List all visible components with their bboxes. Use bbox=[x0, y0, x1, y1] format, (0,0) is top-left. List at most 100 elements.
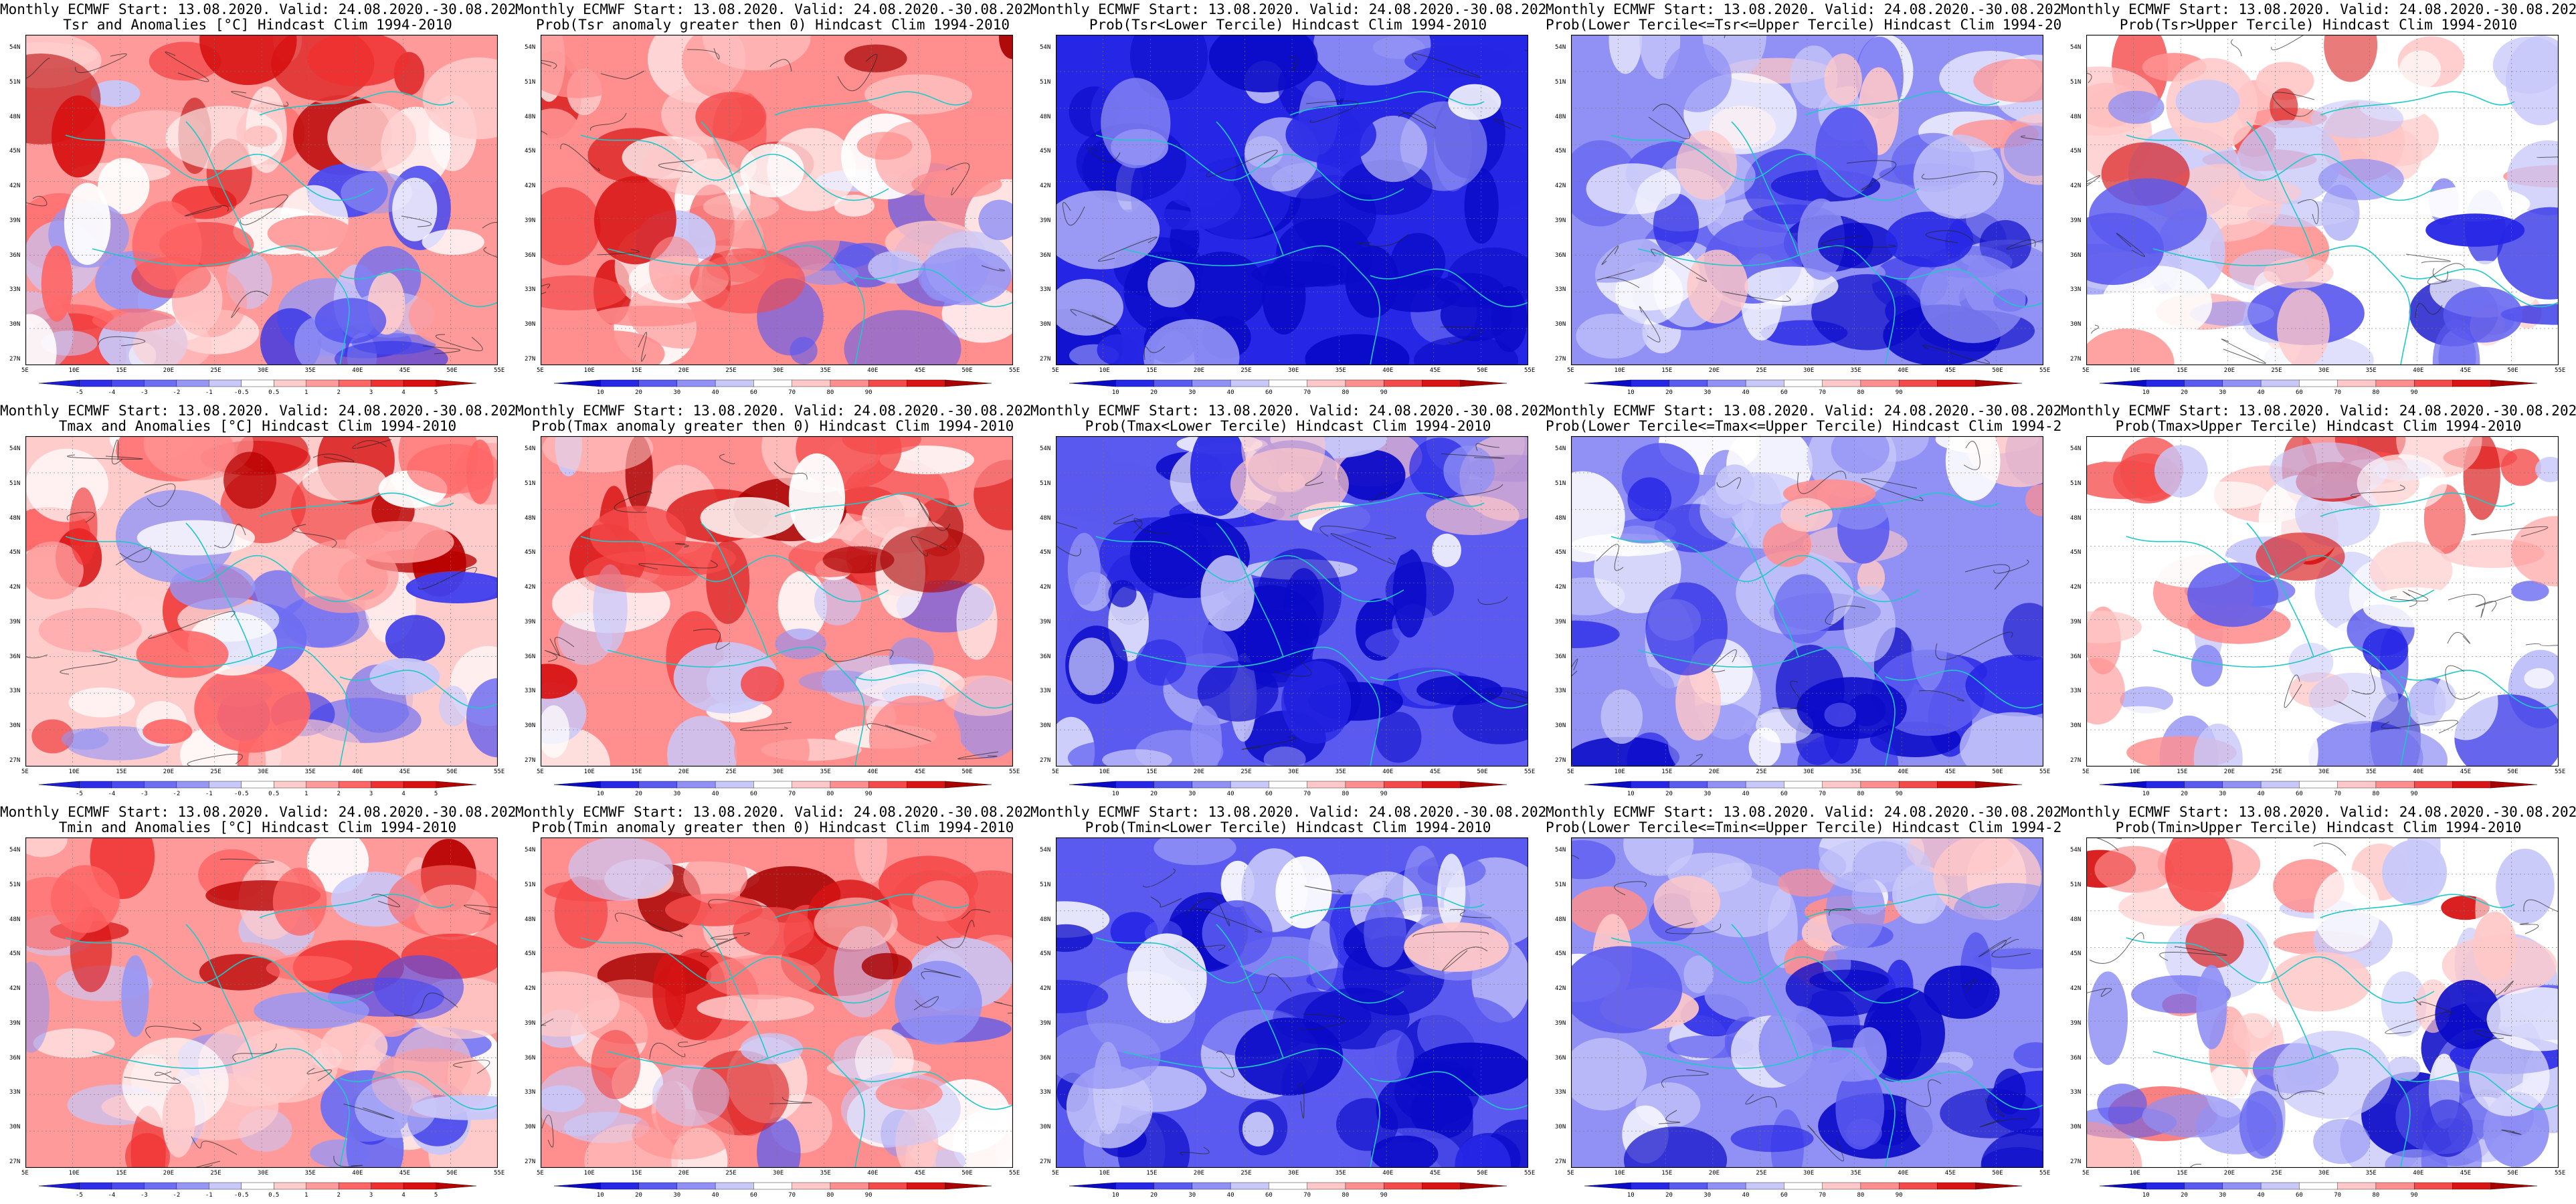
colorbar-segment bbox=[436, 781, 477, 789]
colorbar-tick-label: 1 bbox=[304, 791, 308, 797]
field-blob bbox=[1455, 1135, 1511, 1168]
forecast-map bbox=[1571, 436, 2043, 767]
contour-line bbox=[482, 222, 498, 229]
colorbar-segment bbox=[1069, 379, 1116, 387]
colorbar-tick-label: 10 bbox=[597, 791, 604, 797]
field-blob bbox=[1410, 1042, 1528, 1096]
longitude-label: 5E bbox=[537, 1170, 544, 1177]
colorbar-segment bbox=[1345, 1182, 1384, 1190]
longitude-label: 15E bbox=[631, 367, 642, 374]
field-blob bbox=[1571, 840, 1616, 880]
contour-line bbox=[1305, 100, 1359, 123]
contour-line bbox=[2413, 997, 2455, 1014]
latitude-label: 30N bbox=[1040, 1124, 1051, 1131]
longitude-label: 10E bbox=[1099, 367, 1110, 374]
colorbar-segment bbox=[1230, 781, 1270, 789]
longitude-label: 35E bbox=[1335, 1170, 1346, 1177]
coastline bbox=[607, 1047, 865, 1168]
longitude-label: 35E bbox=[304, 769, 316, 775]
latitude-label: 30N bbox=[1040, 321, 1051, 328]
map-canvas bbox=[1056, 837, 1528, 1168]
coastline bbox=[2246, 924, 2314, 1059]
colorbar-segment bbox=[553, 1182, 601, 1190]
colorbar-segment bbox=[2099, 781, 2146, 789]
contour-line bbox=[393, 992, 458, 1017]
latitude-label: 42N bbox=[2070, 584, 2082, 591]
coastline bbox=[2320, 91, 2515, 116]
field-blob bbox=[1973, 948, 2043, 970]
contour-line bbox=[1142, 868, 1176, 888]
latitude-label: 30N bbox=[9, 722, 21, 730]
longitude-label: 30E bbox=[258, 1170, 269, 1177]
longitude-label: 15E bbox=[2177, 769, 2188, 775]
map-canvas bbox=[25, 436, 498, 767]
colorbar-tick-label: 70 bbox=[2334, 389, 2341, 396]
colorbar: -5 -4 -3 -2 -1 -0.5 0.5 1 2 3 4 5 bbox=[33, 780, 482, 800]
field-blob bbox=[1758, 1005, 1832, 1087]
colorbar-segment bbox=[830, 1182, 869, 1190]
colorbar-canvas: -5 -4 -3 -2 -1 -0.5 0.5 1 2 3 4 5 bbox=[38, 379, 477, 396]
latitude-label: 27N bbox=[2070, 1159, 2082, 1165]
field-blob bbox=[542, 436, 654, 473]
contour-line bbox=[1979, 936, 2012, 957]
colorbar-tick-label: 90 bbox=[865, 389, 872, 396]
field-blob bbox=[2318, 159, 2404, 201]
colorbar-segment bbox=[111, 781, 145, 789]
colorbar-tick-label: 10 bbox=[597, 389, 604, 396]
coastline bbox=[2400, 268, 2559, 308]
field-blob bbox=[1390, 233, 1446, 290]
colorbar-segment bbox=[1460, 781, 1507, 789]
colorbar-segment bbox=[1745, 1182, 1785, 1190]
contour-line bbox=[1357, 233, 1409, 247]
latitude-label: 39N bbox=[525, 1019, 536, 1027]
coastline bbox=[580, 937, 889, 1004]
contour-line bbox=[545, 649, 575, 662]
field-blob bbox=[1435, 273, 1504, 308]
colorbar-tick-label: 90 bbox=[2411, 1192, 2418, 1199]
coastline bbox=[1731, 121, 1799, 256]
colorbar-segment bbox=[371, 379, 404, 387]
field-blob bbox=[757, 1116, 801, 1168]
colorbar-segment bbox=[753, 1182, 793, 1190]
colorbar-tick-label: 60 bbox=[2296, 791, 2303, 797]
field-blob bbox=[1843, 585, 1896, 662]
field-blob bbox=[2425, 213, 2525, 247]
colorbar-tick-label: 70 bbox=[2334, 1192, 2341, 1199]
longitude-label: 20E bbox=[163, 769, 175, 775]
latitude-label: 27N bbox=[1555, 1159, 1566, 1165]
field-blob bbox=[1653, 193, 1699, 257]
longitude-label: 30E bbox=[1803, 367, 1815, 374]
longitude-label: 5E bbox=[2082, 769, 2090, 775]
contour-line bbox=[921, 968, 961, 980]
latitude-label: 27N bbox=[9, 757, 21, 764]
coastline bbox=[854, 670, 1013, 709]
colorbar-segment bbox=[945, 1182, 992, 1190]
contour-line bbox=[2403, 591, 2417, 607]
map-panel: Monthly ECMWF Start: 13.08.2020. Valid: … bbox=[2061, 803, 2576, 1204]
colorbar-segment bbox=[638, 379, 678, 387]
field-blob bbox=[1242, 1112, 1274, 1146]
contour-line bbox=[2445, 665, 2480, 700]
contour-line bbox=[2447, 631, 2470, 644]
colorbar-tick-label: 40 bbox=[1742, 389, 1750, 396]
longitude-label: 50E bbox=[446, 769, 458, 775]
panel-title-line1: Monthly ECMWF Start: 13.08.2020. Valid: … bbox=[1030, 1, 1564, 17]
contour-line bbox=[1922, 344, 1990, 365]
field-blob bbox=[1414, 336, 1519, 365]
longitude-label: 15E bbox=[631, 1170, 642, 1177]
panel-title-line1: Monthly ECMWF Start: 13.08.2020. Valid: … bbox=[1546, 403, 2079, 419]
contour-line bbox=[638, 332, 647, 362]
contour-line bbox=[1687, 754, 1703, 767]
coastline bbox=[65, 134, 374, 201]
longitude-label: 30E bbox=[1288, 367, 1299, 374]
longitude-label: 5E bbox=[1567, 367, 1574, 374]
map-frame bbox=[1056, 436, 1528, 767]
longitude-label: 45E bbox=[1944, 769, 1956, 775]
field-blob bbox=[2175, 80, 2240, 123]
colorbar-segment bbox=[1230, 1182, 1270, 1190]
latitude-label: 33N bbox=[1040, 688, 1051, 695]
field-blob bbox=[1056, 436, 1113, 515]
contour-line bbox=[2333, 700, 2366, 718]
colorbar-segment bbox=[2299, 1182, 2338, 1190]
contour-line bbox=[649, 1042, 686, 1060]
